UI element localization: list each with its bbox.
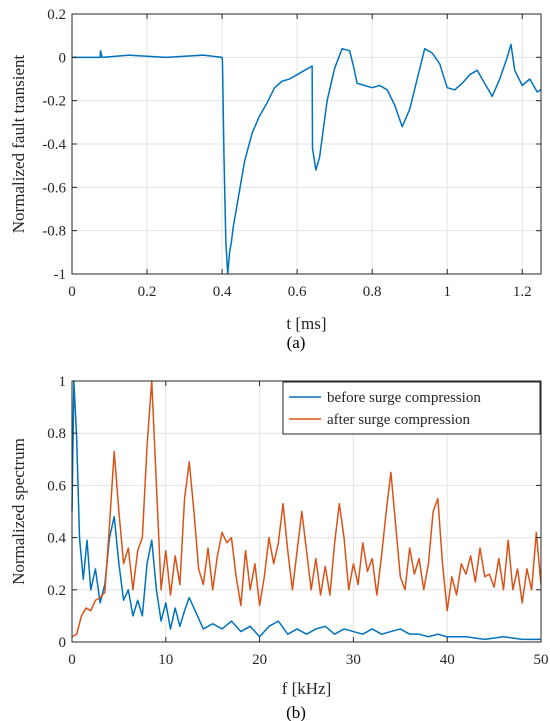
caption-b: (b) [286, 703, 306, 721]
y-tick-label: 0.2 [47, 583, 66, 599]
y-axis-label-a: Normalized fault transient [9, 55, 28, 234]
x-axis-label-a: t [ms] [286, 314, 326, 333]
series-line-b-1 [71, 380, 541, 641]
x-tick-label: 30 [346, 652, 361, 668]
y-tick-label: 0.6 [47, 478, 66, 494]
y-tick-label: 0 [59, 635, 67, 651]
x-tick-label: 10 [158, 652, 173, 668]
axes-box-b [71, 380, 542, 643]
x-tick-label: 40 [440, 652, 455, 668]
x-tick-label: 0.6 [288, 284, 307, 300]
panel-a: 0 0.2 0.4 0.6 0.8 1 1.2 -1 -0.8 -0.6 -0.4 -0.2 0 0.2 t… [9, 7, 542, 333]
x-axis-label-b: f [kHz] [282, 679, 332, 698]
x-tick-label: 0.2 [138, 284, 157, 300]
legend-label-1: before surge compression [327, 390, 481, 406]
y-tick-label: 0.4 [47, 531, 66, 547]
caption-a: (a) [287, 333, 306, 352]
x-tick-label: 0.8 [363, 284, 382, 300]
panel-b: 0 10 20 30 40 50 0 0.2 0.4 0.6 0.8 1 f [kHz] Normaliz… [9, 374, 549, 698]
x-tick-label: 0 [68, 284, 76, 300]
x-tick-label: 50 [534, 652, 549, 668]
y-tick-label: -0.4 [42, 137, 66, 153]
x-tick-label: 20 [252, 652, 267, 668]
y-tick-label: 0 [59, 50, 67, 66]
x-tick-label: 0.4 [213, 284, 232, 300]
series-line-b-2 [71, 380, 542, 638]
y-tick-label: 0.2 [47, 7, 66, 23]
y-axis-label-b: Normalized spectrum [9, 438, 28, 585]
y-tick-label: 1 [59, 374, 67, 390]
x-tick-label: 0 [68, 652, 76, 668]
x-tick-label: 1.2 [513, 284, 532, 300]
y-tick-label: 0.8 [47, 426, 66, 442]
legend-box [282, 381, 541, 435]
y-tick-label: -0.8 [42, 224, 66, 240]
x-tick-label: 1 [443, 284, 451, 300]
y-tick-label: -1 [54, 267, 67, 283]
y-tick-label: -0.6 [42, 180, 66, 196]
series-line-a-1 [72, 43, 542, 275]
y-tick-label: -0.2 [42, 94, 66, 110]
legend-label-2: after surge compression [327, 412, 471, 428]
legend: before surge compression after surge comp… [282, 381, 541, 435]
